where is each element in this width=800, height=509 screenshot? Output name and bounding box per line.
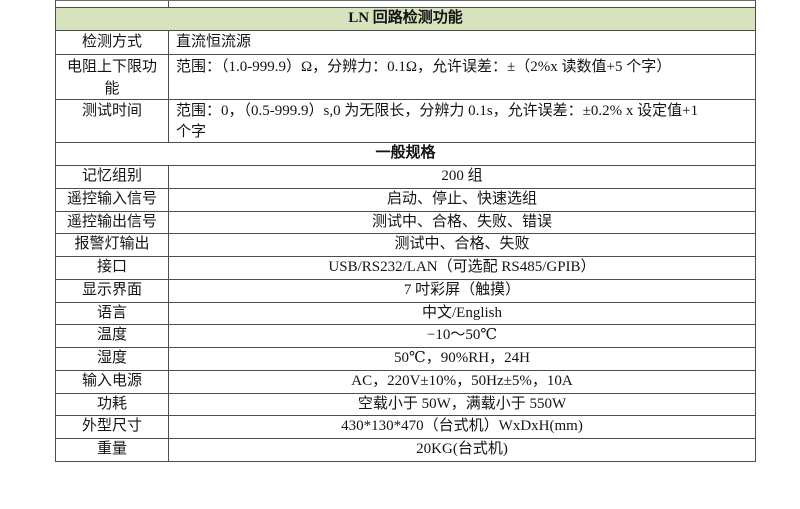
row-value: 范围：0，（0.5-999.9）s,0 为无限长，分辨力 0.1s，允许误差：±…	[169, 100, 755, 142]
row-label: 外型尺寸	[56, 416, 169, 439]
row-label: 报警灯输出	[56, 234, 169, 257]
row-label: 遥控输入信号	[56, 188, 169, 211]
spec-table: LN 回路检测功能 检测方式 直流恒流源 电阻上下限功能 范围：（1.0-999…	[55, 0, 756, 462]
row-value: 范围：（1.0-999.9）Ω，分辨力：0.1Ω，允许误差：±（2%x 读数值+…	[176, 59, 672, 75]
row-value: 直流恒流源	[176, 34, 252, 50]
spec-row-dimensions: 外型尺寸 430*130*470（台式机）WxDxH(mm)	[56, 416, 755, 440]
row-label: 测试时间	[56, 100, 169, 142]
row-value: 空载小于 50W，满载小于 550W	[357, 395, 567, 412]
row-value: 7 吋彩屏（触摸）	[403, 281, 521, 298]
spec-row-power-consumption: 功耗 空载小于 50W，满载小于 550W	[56, 393, 755, 417]
row-label: 温度	[56, 325, 169, 348]
row-value: 中文/English	[421, 304, 502, 321]
spec-row-humidity: 湿度 50℃，90%RH，24H	[56, 348, 755, 371]
spec-row-language: 语言 中文/English	[56, 302, 755, 326]
row-label: 重量	[56, 439, 169, 461]
row-label: 检测方式	[56, 31, 169, 54]
cropped-row-value-cell	[169, 1, 755, 7]
row-value: USB/RS232/LAN（可选配 RS485/GPIB）	[328, 259, 596, 276]
row-label: 湿度	[56, 348, 169, 370]
cropped-row-fragment	[56, 1, 755, 8]
row-label: 电阻上下限功能	[56, 55, 169, 99]
row-label: 显示界面	[56, 279, 169, 302]
row-value: 50℃，90%RH，24H	[394, 350, 530, 367]
row-value: 430*130*470（台式机）WxDxH(mm)	[341, 418, 583, 435]
row-value: 测试中、合格、失败、错误	[371, 213, 552, 230]
spec-row-memory-groups: 记忆组别 200 组	[56, 166, 755, 189]
row-value: 启动、停止、快速选组	[386, 190, 537, 207]
section-header-ln: LN 回路检测功能	[56, 8, 755, 31]
spec-row-interface: 接口 USB/RS232/LAN（可选配 RS485/GPIB）	[56, 257, 755, 280]
row-label: 记忆组别	[56, 166, 169, 188]
cropped-row-label-cell	[56, 1, 169, 7]
row-label: 输入电源	[56, 370, 169, 393]
spec-row-weight: 重量 20KG(台式机)	[56, 439, 755, 462]
row-value: 测试中、合格、失败	[394, 236, 530, 253]
spec-row-alarm-light: 报警灯输出 测试中、合格、失败	[56, 234, 755, 258]
row-value: −10～50℃	[426, 327, 498, 344]
spec-row-resistance-limits: 电阻上下限功能 范围：（1.0-999.9）Ω，分辨力：0.1Ω，允许误差：±（…	[56, 55, 755, 100]
row-label: 遥控输出信号	[56, 211, 169, 234]
row-value-line1: 范围：0，（0.5-999.9）s,0 为无限长，分辨力 0.1s，允许误差：±…	[176, 103, 699, 119]
row-value: AC，220V±10%，50Hz±5%，10A	[351, 372, 573, 389]
row-value: 200 组	[441, 168, 483, 184]
section-header-general: 一般规格	[56, 143, 755, 166]
spec-row-detect-method: 检测方式 直流恒流源	[56, 31, 755, 55]
spec-row-remote-input: 遥控输入信号 启动、停止、快速选组	[56, 188, 755, 212]
row-value: 20KG(台式机)	[416, 441, 508, 458]
row-value-line2: 个字	[176, 124, 207, 140]
spec-row-remote-output: 遥控输出信号 测试中、合格、失败、错误	[56, 211, 755, 235]
spec-row-display: 显示界面 7 吋彩屏（触摸）	[56, 279, 755, 303]
row-label: 接口	[56, 257, 169, 279]
row-label: 功耗	[56, 393, 169, 416]
spec-row-test-time: 测试时间 范围：0，（0.5-999.9）s,0 为无限长，分辨力 0.1s，允…	[56, 100, 755, 143]
spec-row-temperature: 温度 −10～50℃	[56, 325, 755, 349]
spec-row-power-input: 输入电源 AC，220V±10%，50Hz±5%，10A	[56, 370, 755, 394]
row-label: 语言	[56, 302, 169, 325]
